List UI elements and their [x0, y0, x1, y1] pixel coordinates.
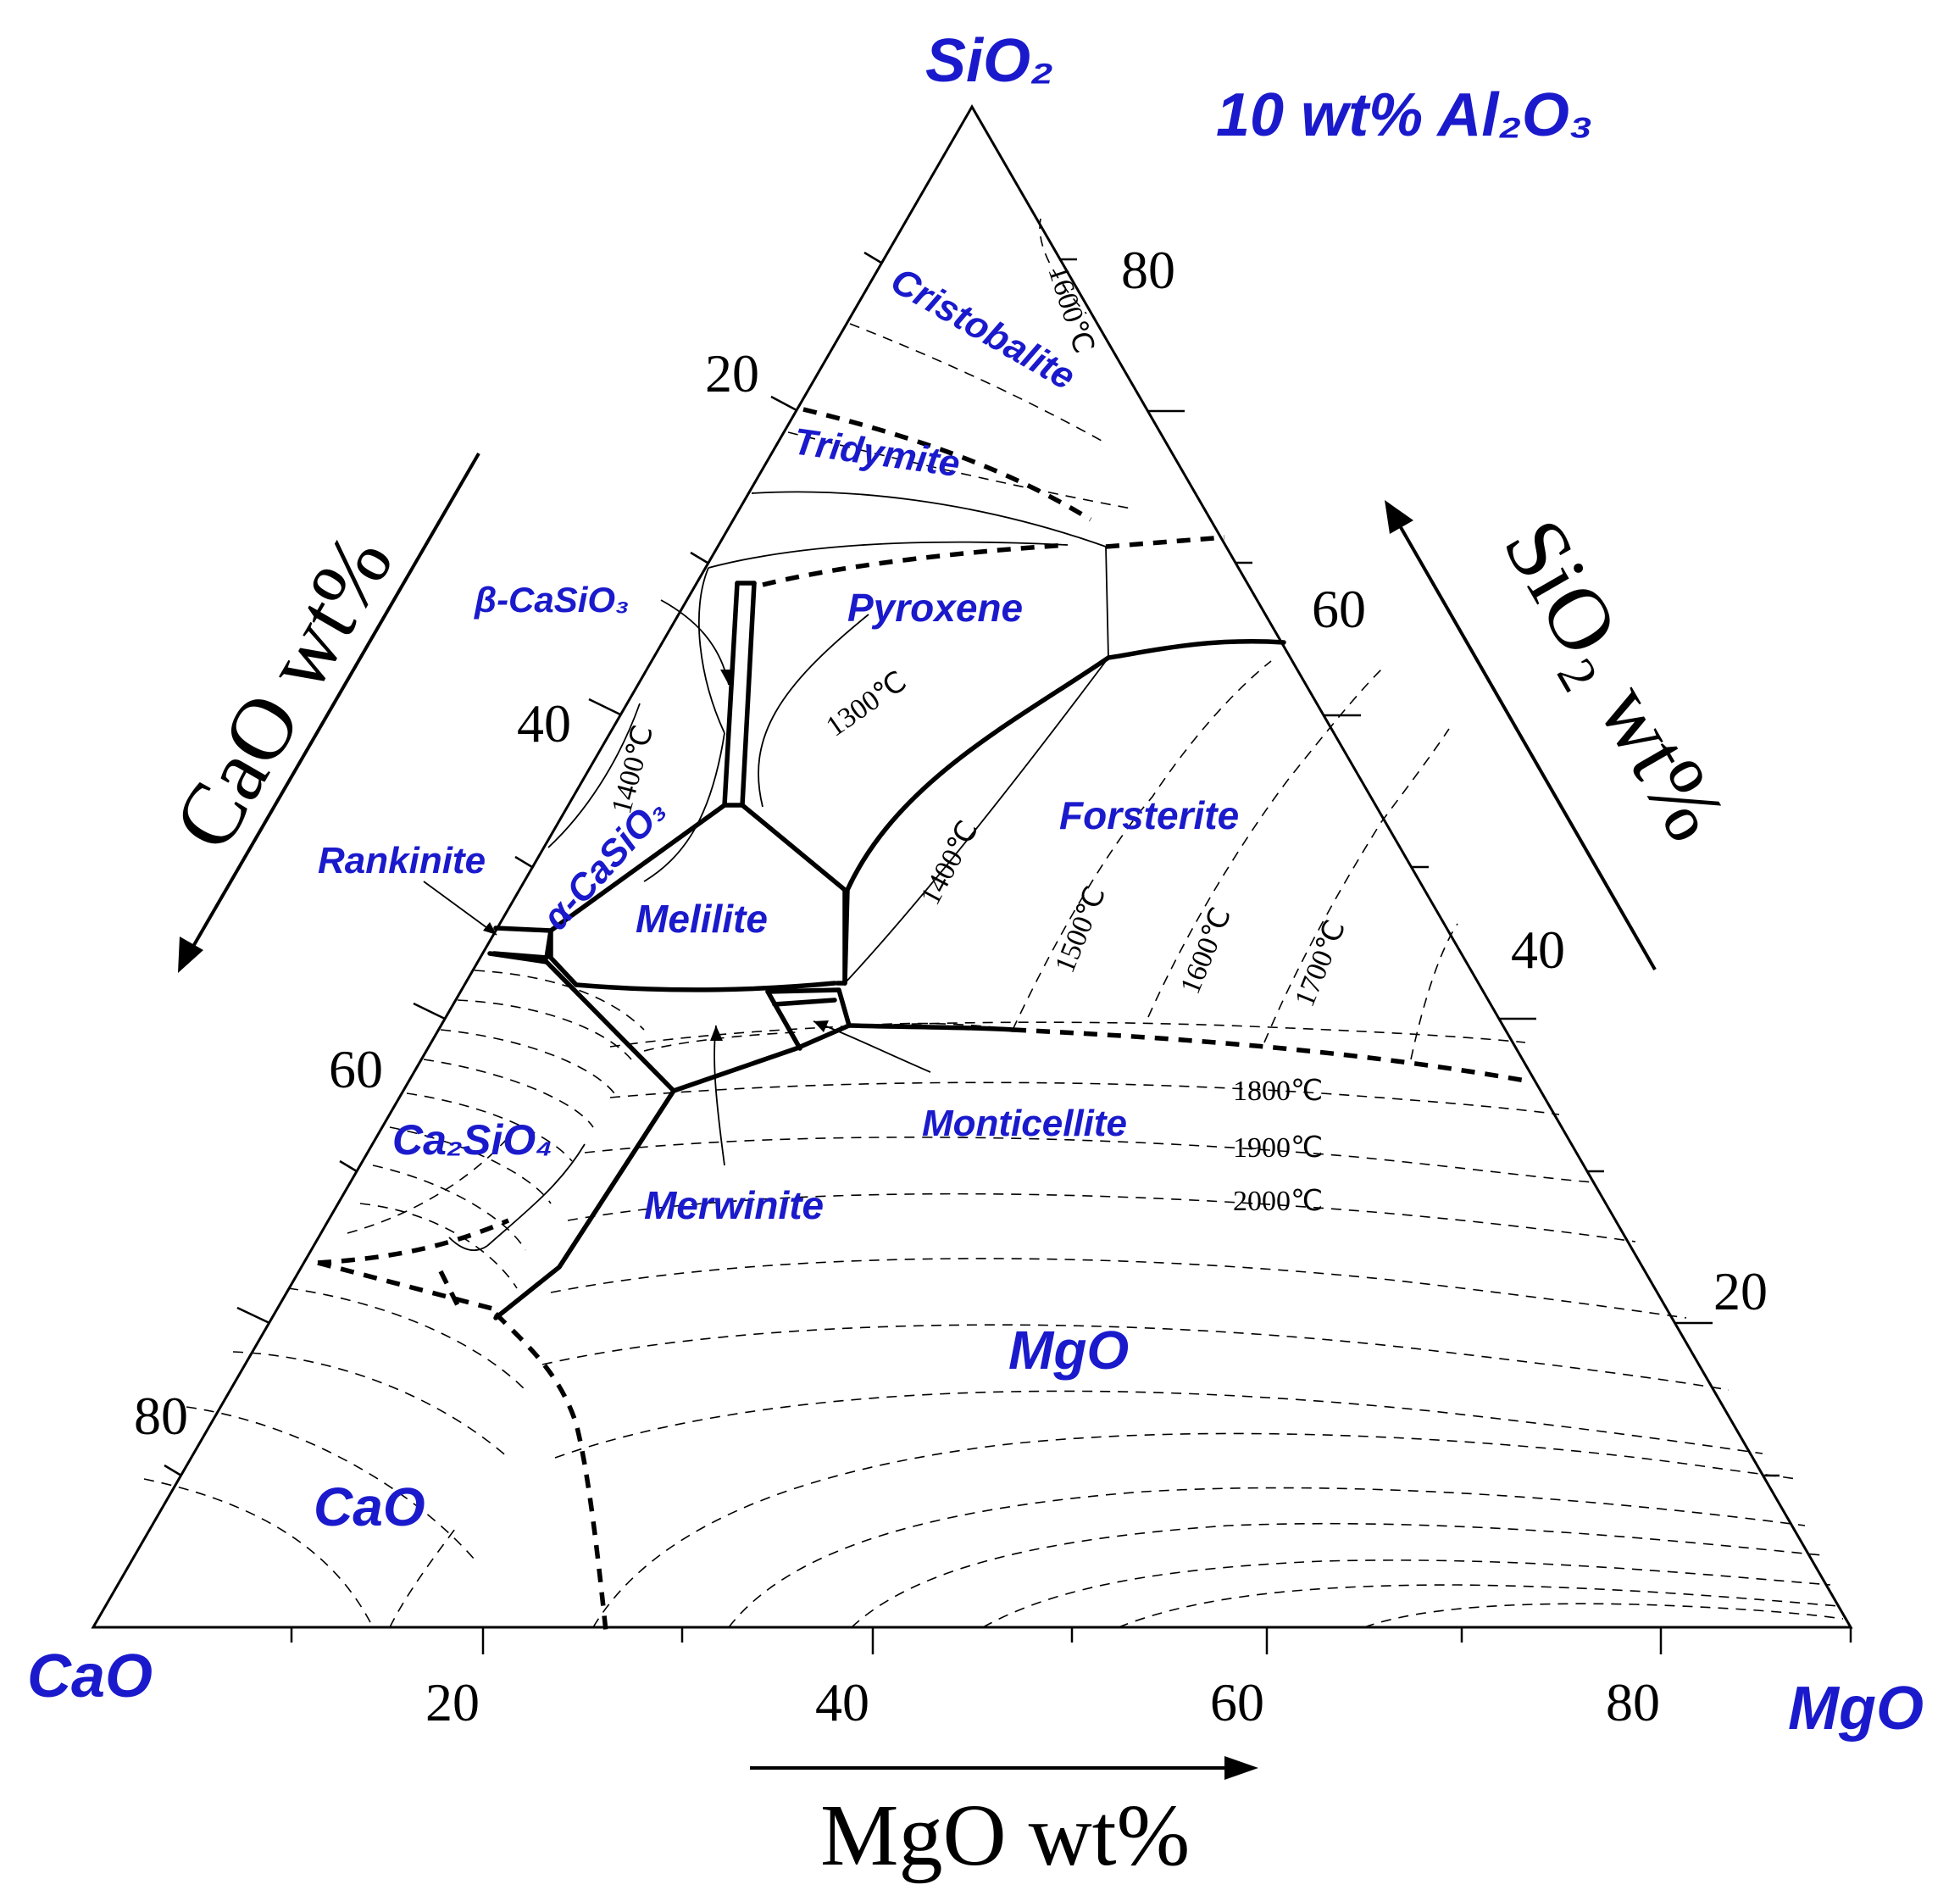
phase-label-monticellite: Monticellite	[922, 1103, 1127, 1144]
label-pointer-arrows	[423, 599, 931, 1166]
phase-label-pyroxene: Pyroxene	[847, 586, 1023, 630]
mgo-axis-ticks	[290, 1627, 1852, 1654]
isotherm-label: 1800℃	[1233, 1076, 1323, 1107]
phase-label-beta-casio3: β-CaSiO₃	[474, 580, 629, 620]
cao-tick-label: 80	[134, 1386, 188, 1446]
isotherm-label: 1600℃	[1174, 903, 1237, 998]
phase-label-rankinite: Rankinite	[318, 840, 486, 881]
phase-label-ca2sio4: Ca₂SiO₄	[392, 1116, 552, 1164]
mgo-tick-label: 20	[425, 1672, 480, 1732]
sio2-tick-label: 60	[1312, 579, 1366, 639]
cao-tick-label: 40	[517, 693, 571, 753]
sio2-axis-title: SiO₂ wt%	[1485, 503, 1745, 857]
isotherm-label: 1400℃	[914, 816, 985, 910]
phase-label-cao: CaO	[314, 1476, 425, 1537]
vertex-label-mgo: MgO	[1788, 1675, 1924, 1743]
thin-boundary-lines	[448, 491, 1109, 1252]
vertex-label-cao: CaO	[27, 1643, 153, 1710]
isotherm-label: 1300℃	[820, 665, 912, 742]
vertex-label-sio2: SiO₂	[925, 27, 1054, 95]
axis-direction-arrows	[178, 452, 1657, 1780]
cao-axis-title: CaO wt%	[154, 518, 411, 865]
mgo-axis-title: MgO wt%	[820, 1787, 1190, 1884]
phase-label-merwinite: Merwinite	[644, 1183, 824, 1227]
bold-boundary-lines	[487, 581, 1286, 1320]
sio2-axis-ticks	[1060, 258, 1780, 1477]
isotherm-label: 2000℃	[1233, 1186, 1323, 1217]
mgo-tick-label: 80	[1606, 1672, 1660, 1732]
phase-label-forsterite: Forsterite	[1059, 793, 1239, 837]
phase-label-mgo: MgO	[1008, 1320, 1129, 1381]
isotherm-label: 1900℃	[1233, 1132, 1323, 1164]
cao-tick-label: 60	[329, 1039, 383, 1099]
cao-axis-ticks	[164, 251, 882, 1477]
diagram-title: 10 wt% Al₂O₃	[1216, 81, 1593, 149]
sio2-tick-label: 80	[1121, 240, 1175, 300]
ternary-triangle-frame	[91, 104, 1853, 1629]
mgo-tick-label: 40	[815, 1672, 869, 1732]
phase-label-melilite: Melilite	[636, 897, 768, 941]
cao-tick-label: 20	[705, 343, 759, 403]
sio2-tick-label: 40	[1511, 920, 1565, 980]
sio2-tick-label: 20	[1713, 1261, 1768, 1321]
mgo-tick-label: 60	[1210, 1672, 1264, 1732]
isotherm-label: 1500℃	[1049, 882, 1112, 977]
isotherm-label: 1700℃	[1289, 916, 1352, 1011]
isotherm-lines	[143, 218, 1844, 1628]
bold-dashed-boundaries	[317, 407, 1526, 1632]
